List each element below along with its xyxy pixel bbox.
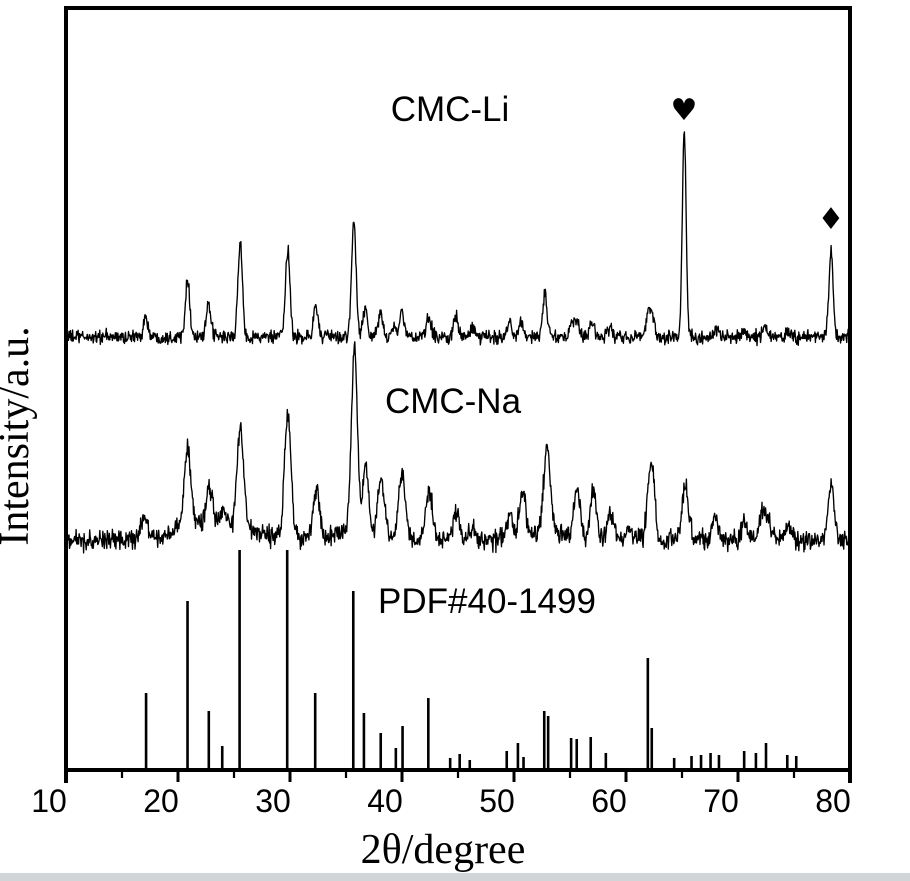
page-edge-strip (0, 873, 910, 881)
heart-icon: ♥ (671, 93, 698, 128)
series-label-cmc-li: CMC-Li (391, 90, 510, 129)
series-label-cmc-na: CMC-Na (385, 382, 522, 421)
diamond-icon: ♦ (818, 202, 845, 237)
x-tick-label: 60 (591, 783, 627, 819)
x-tick-label: 30 (255, 783, 291, 819)
x-tick-label: 70 (703, 783, 739, 819)
x-tick-label: 50 (479, 783, 515, 819)
xrd-trace-cmc-li (65, 131, 851, 347)
series-label-pdf: PDF#40-1499 (378, 582, 596, 621)
x-axis-title: 2θ/degree (361, 827, 526, 873)
x-tick-label: 20 (143, 783, 179, 819)
x-tick-label: 80 (815, 783, 851, 819)
x-tick-label: 40 (367, 783, 403, 819)
y-axis-title: Intensity/a.u. (0, 326, 38, 545)
xrd-trace-cmc-na (65, 341, 851, 554)
x-tick-label: 10 (31, 783, 67, 819)
